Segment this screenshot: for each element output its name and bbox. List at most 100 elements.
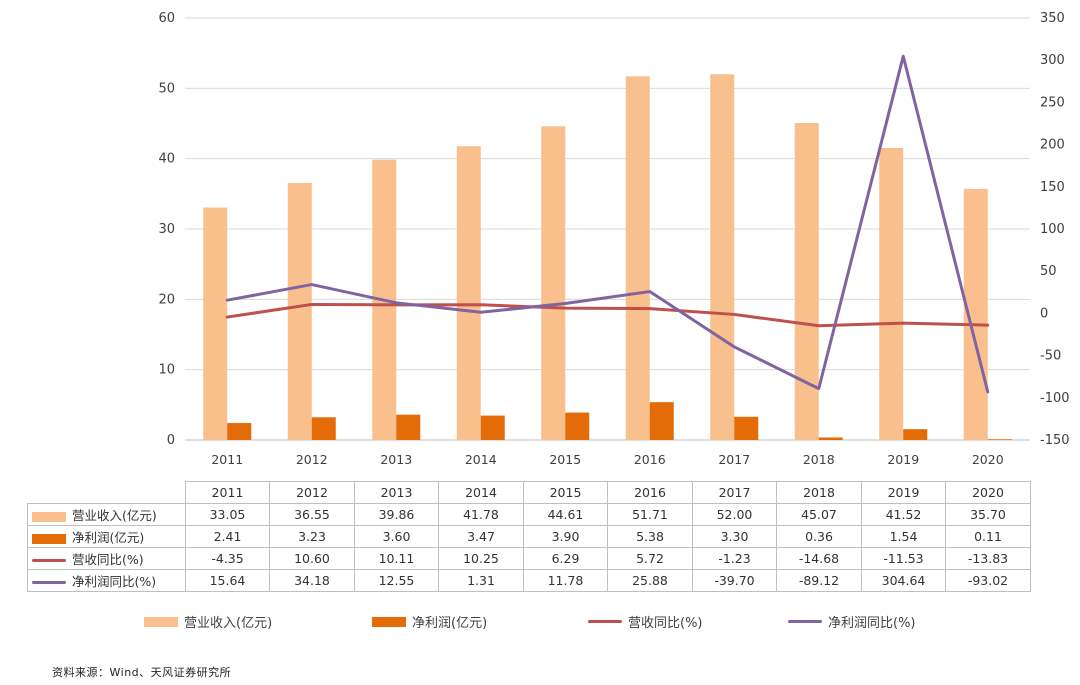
bar-series: [203, 74, 1012, 441]
data-table-cell: 35.70: [945, 503, 1031, 526]
data-table-cell: -39.70: [692, 569, 777, 592]
legend-item-net-profit: 净利润(亿元): [372, 612, 487, 631]
bar-revenue: [794, 123, 819, 441]
data-table-row-label: 营收同比(%): [72, 552, 144, 567]
bar-revenue: [541, 126, 566, 441]
bar-net-profit: [903, 429, 928, 440]
right-tick-label: 200: [1040, 138, 1065, 153]
data-table-cell: 304.64: [861, 569, 946, 592]
data-table-row-label: 净利润同比(%): [72, 574, 157, 589]
legend-label-revenue: 营业收入(亿元): [184, 616, 273, 631]
data-table-cell: -1.23: [692, 547, 777, 570]
data-table-year: 2011: [185, 481, 270, 504]
data-table-cell: 41.78: [438, 503, 524, 526]
data-table-cell: 10.60: [269, 547, 355, 570]
data-table-row-header: 净利润(亿元): [27, 525, 186, 548]
right-tick-label: 50: [1040, 264, 1057, 279]
x-tick-label: 2019: [887, 452, 919, 467]
data-table-row-header: 净利润同比(%): [27, 569, 186, 592]
data-table-cell: 2.41: [185, 525, 270, 548]
source-note: 资料来源：Wind、天风证券研究所: [52, 666, 232, 679]
data-table-cell: -11.53: [861, 547, 946, 570]
right-tick-label: 350: [1040, 11, 1065, 26]
legend-swatch-revenue: [144, 616, 178, 627]
data-table-cell: 3.23: [269, 525, 355, 548]
data-table-cell: 52.00: [692, 503, 777, 526]
data-table-year: 2016: [607, 481, 693, 504]
right-tick-label: -50: [1040, 349, 1061, 364]
data-table-row-header: 营收同比(%): [27, 547, 186, 570]
legend-swatch-revenue-yoy: [588, 620, 622, 623]
right-tick-label: 150: [1040, 180, 1065, 195]
data-table-swatch: [32, 533, 66, 544]
x-tick-label: 2012: [296, 452, 328, 467]
data-table-cell: 0.36: [776, 525, 862, 548]
line-revenue-yoy: [225, 302, 990, 328]
data-table-cell: 3.90: [523, 525, 608, 548]
left-axis-ticks: 0 10 20 30 40 50 60: [158, 11, 175, 448]
data-table-cell: 44.61: [523, 503, 608, 526]
data-table-year: 2019: [861, 481, 946, 504]
bar-revenue: [456, 146, 481, 440]
data-table-year: 2017: [692, 481, 777, 504]
line-series: [225, 54, 990, 394]
data-table-row-header: 营业收入(亿元): [27, 503, 186, 526]
bar-net-profit: [565, 412, 590, 440]
legend-item-revenue-yoy: 营收同比(%): [588, 612, 703, 631]
legend-label-revenue-yoy: 营收同比(%): [628, 616, 703, 631]
data-table-cell: 5.72: [607, 547, 693, 570]
x-tick-label: 2013: [380, 452, 412, 467]
data-table-swatch: [32, 559, 66, 562]
left-tick-label: 10: [158, 363, 175, 378]
data-table-cell: 15.64: [185, 569, 270, 592]
left-tick-label: 0: [167, 433, 175, 448]
data-table-cell: 3.60: [354, 525, 439, 548]
data-table-cell: 12.55: [354, 569, 439, 592]
x-tick-label: 2018: [803, 452, 835, 467]
data-table-cell: -89.12: [776, 569, 862, 592]
x-tick-label: 2020: [972, 452, 1004, 467]
bar-net-profit: [227, 423, 252, 440]
data-table: 2011 2012 2013 2014 2015 2016 2017 2018 …: [27, 481, 1031, 592]
left-tick-label: 50: [158, 81, 175, 96]
x-tick-label: 2017: [718, 452, 750, 467]
x-axis-ticks: 2011 2012 2013 2014 2015 2016 2017 2018 2019 2020: [211, 452, 1003, 467]
left-tick-label: 30: [158, 222, 175, 237]
data-table-row-label: 净利润(亿元): [72, 530, 145, 545]
data-table-swatch: [32, 511, 66, 522]
right-tick-label: -100: [1040, 391, 1070, 406]
bar-net-profit: [649, 402, 674, 440]
legend-label-net-profit: 净利润(亿元): [412, 616, 488, 631]
bar-net-profit: [734, 416, 759, 440]
x-tick-label: 2011: [211, 452, 243, 467]
bar-net-profit: [987, 439, 1012, 440]
right-tick-label: 0: [1040, 306, 1048, 321]
combo-chart: 0 10 20 30 40 50 60 -150 -100 -50 0 50 100 150 200 250…: [158, 11, 1070, 467]
x-tick-label: 2016: [634, 452, 666, 467]
data-table-cell: -14.68: [776, 547, 862, 570]
right-tick-label: 250: [1040, 95, 1065, 110]
right-tick-label: -150: [1040, 433, 1070, 448]
data-table-cell: 10.25: [438, 547, 524, 570]
legend-label-profit-yoy: 净利润同比(%): [828, 616, 916, 631]
bar-revenue: [710, 74, 735, 441]
bar-revenue: [203, 207, 228, 440]
right-tick-label: 300: [1040, 53, 1065, 68]
data-table-year: 2018: [776, 481, 862, 504]
data-table-row: 净利润同比(%) 15.64 34.18 12.55 1.31 11.78 25.88 -39…: [27, 569, 1031, 592]
legend-swatch-profit-yoy: [788, 620, 822, 623]
data-table-cell: 11.78: [523, 569, 608, 592]
data-table-year: 2012: [269, 481, 355, 504]
data-table-row: 净利润(亿元) 2.41 3.23 3.60 3.47 3.90 5.38 3.30 0.36 1…: [27, 525, 1031, 548]
left-tick-label: 40: [158, 152, 175, 167]
data-table-cell: 3.47: [438, 525, 524, 548]
data-table-cell: 1.54: [861, 525, 946, 548]
legend: 营业收入(亿元) 净利润(亿元) 营收同比(%) 净利润同比(%): [0, 612, 1080, 632]
bar-revenue: [625, 76, 650, 440]
bar-revenue: [287, 182, 312, 440]
line-profit-yoy: [225, 54, 990, 394]
data-table-cell: 51.71: [607, 503, 693, 526]
data-table-cell: 5.38: [607, 525, 693, 548]
data-table-year: 2015: [523, 481, 608, 504]
data-table-cell: 45.07: [776, 503, 862, 526]
